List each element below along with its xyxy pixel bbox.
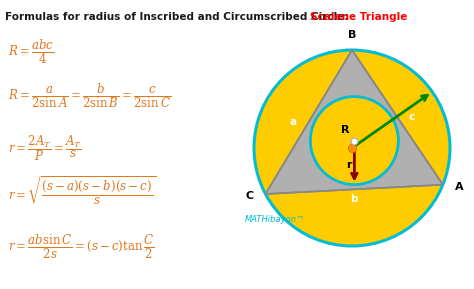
Text: $r = \dfrac{2A_T}{P} = \dfrac{A_T}{s}$: $r = \dfrac{2A_T}{P} = \dfrac{A_T}{s}$ — [8, 133, 82, 163]
Text: $R = \dfrac{a}{2\sin A} = \dfrac{b}{2\sin B} = \dfrac{c}{2\sin C}$: $R = \dfrac{a}{2\sin A} = \dfrac{b}{2\si… — [8, 82, 171, 110]
Text: R: R — [341, 125, 350, 135]
Circle shape — [254, 50, 450, 246]
Text: A: A — [455, 182, 464, 192]
Text: MATHibayon™: MATHibayon™ — [245, 216, 305, 225]
Text: $R = \dfrac{abc}{4}$: $R = \dfrac{abc}{4}$ — [8, 38, 55, 66]
Text: r: r — [346, 160, 351, 170]
Text: B: B — [348, 30, 356, 40]
Text: C: C — [246, 191, 254, 201]
Text: c: c — [408, 112, 415, 122]
Text: b: b — [350, 194, 358, 204]
Polygon shape — [265, 50, 443, 194]
Text: $r = \dfrac{ab\sin C}{2s} = (s-c)\tan\dfrac{C}{2}$: $r = \dfrac{ab\sin C}{2s} = (s-c)\tan\df… — [8, 233, 155, 261]
Text: Scalene Triangle: Scalene Triangle — [310, 12, 407, 22]
Text: Formulas for radius of Inscribed and Circumscribed Circle:: Formulas for radius of Inscribed and Cir… — [5, 12, 352, 22]
Text: $r = \sqrt{\dfrac{(s-a)(s-b)(s-c)}{s}}$: $r = \sqrt{\dfrac{(s-a)(s-b)(s-c)}{s}}$ — [8, 175, 156, 207]
Circle shape — [310, 97, 398, 185]
Text: a: a — [289, 117, 296, 127]
